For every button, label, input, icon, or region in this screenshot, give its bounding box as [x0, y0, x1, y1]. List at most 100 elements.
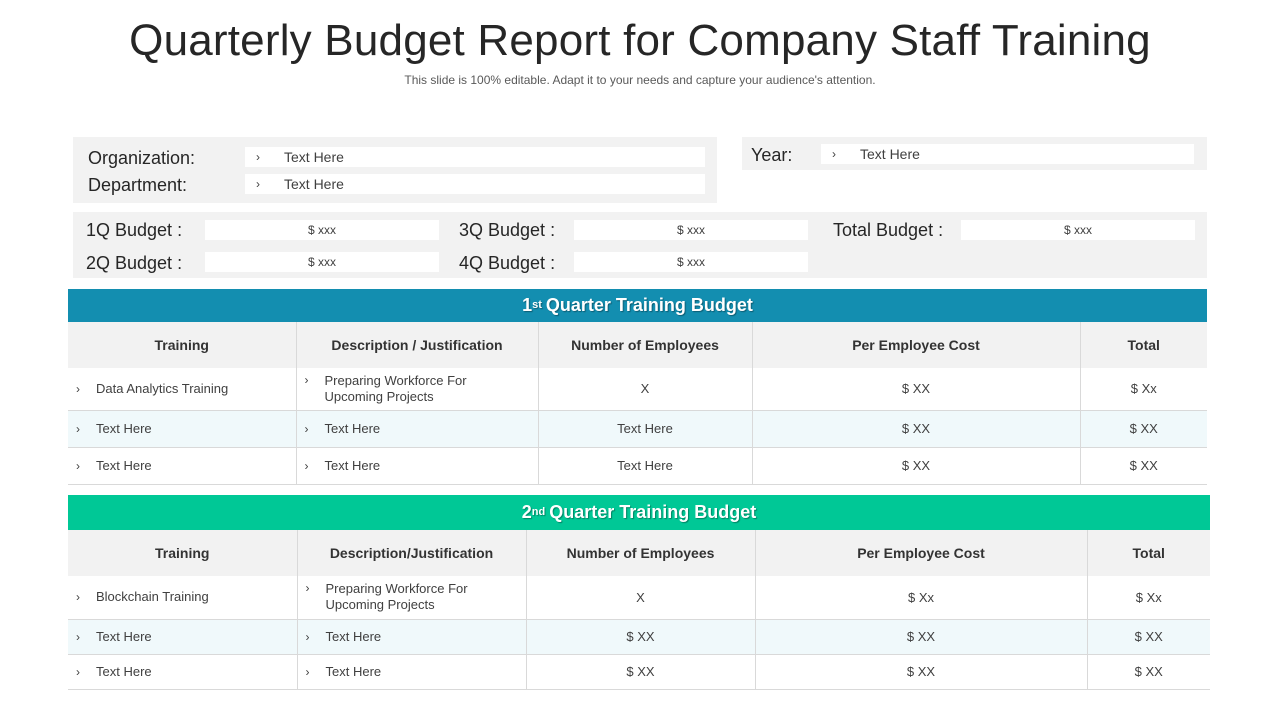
- chevron-right-icon: ›: [76, 458, 80, 473]
- table-row: › Blockchain Training › Preparing Workforc…: [68, 576, 1210, 620]
- q4-budget-field[interactable]: $ xxx: [574, 252, 808, 272]
- organization-panel: Organization: › Text Here Department: › …: [73, 137, 717, 203]
- per-employee-cost-cell[interactable]: $ XX: [752, 410, 1081, 448]
- description-value: Text Here: [325, 628, 382, 644]
- chevron-right-icon: ›: [304, 458, 309, 473]
- column-header-per-employee-cost: Per Employee Cost: [752, 322, 1081, 368]
- q1-budget-field[interactable]: $ xxx: [205, 220, 439, 240]
- total-cell[interactable]: $ XX: [1087, 654, 1210, 690]
- q1-header-text: Quarter Training Budget: [545, 295, 753, 315]
- training-value: Text Here: [96, 628, 152, 644]
- year-value: Text Here: [860, 146, 920, 162]
- table-header-row: Training Description / Justification Num…: [68, 322, 1207, 368]
- q2-header-num: 2: [521, 502, 532, 522]
- training-cell[interactable]: › Text Here: [68, 619, 298, 655]
- training-value: Text Here: [96, 663, 152, 679]
- q2-header-sup: nd: [531, 505, 546, 518]
- employees-cell[interactable]: X: [526, 576, 756, 620]
- q2-budget-field[interactable]: $ xxx: [205, 252, 439, 272]
- table-header-row: Training Description/Justification Numbe…: [68, 530, 1210, 576]
- year-field[interactable]: › Text Here: [821, 144, 1194, 164]
- department-label: Department:: [88, 175, 188, 195]
- slide-title: Quarterly Budget Report for Company Staf…: [129, 16, 1151, 65]
- q3-budget-field[interactable]: $ xxx: [574, 220, 808, 240]
- table-row: › Text Here › Text Here $ XX $ XX $ XX: [68, 654, 1210, 690]
- chevron-right-icon: ›: [305, 581, 310, 596]
- employees-cell[interactable]: X: [538, 368, 753, 411]
- training-value: Text Here: [96, 457, 152, 473]
- table-row: › Data Analytics Training › Preparing Work…: [68, 368, 1207, 411]
- department-value: Text Here: [284, 176, 344, 192]
- total-budget-label: Total Budget :: [833, 220, 944, 240]
- column-header-per-employee-cost: Per Employee Cost: [755, 530, 1088, 576]
- training-cell[interactable]: › Data Analytics Training: [68, 368, 297, 411]
- chevron-right-icon: ›: [76, 664, 80, 679]
- training-value: Data Analytics Training: [96, 380, 229, 396]
- employees-cell[interactable]: Text Here: [538, 410, 753, 448]
- description-value: Text Here: [325, 663, 382, 679]
- column-header-training: Training: [68, 530, 298, 576]
- per-employee-cost-cell[interactable]: $ XX: [755, 619, 1088, 655]
- slide-subtitle: This slide is 100% editable. Adapt it to…: [404, 73, 876, 87]
- total-cell[interactable]: $ XX: [1080, 447, 1207, 485]
- column-header-total: Total: [1087, 530, 1210, 576]
- description-value: Preparing Workforce For Upcoming Project…: [324, 372, 467, 404]
- total-cell[interactable]: $ Xx: [1080, 368, 1207, 411]
- chevron-right-icon: ›: [256, 177, 260, 191]
- chevron-right-icon: ›: [304, 421, 309, 436]
- description-cell[interactable]: › Text Here: [296, 447, 539, 485]
- total-cell[interactable]: $ Xx: [1087, 576, 1210, 620]
- organization-label: Organization:: [88, 148, 196, 168]
- department-field[interactable]: › Text Here: [245, 174, 705, 194]
- description-cell[interactable]: › Preparing Workforce For Upcoming Projec…: [296, 368, 539, 411]
- q2-header-text: Quarter Training Budget: [549, 502, 757, 522]
- table-row: › Text Here › Text Here Text Here $ XX $ X…: [68, 447, 1207, 485]
- training-value: Blockchain Training: [96, 589, 209, 605]
- organization-value: Text Here: [284, 149, 344, 165]
- description-cell[interactable]: › Text Here: [296, 410, 539, 448]
- total-cell[interactable]: $ XX: [1087, 619, 1210, 655]
- description-cell[interactable]: › Text Here: [297, 619, 527, 655]
- description-cell[interactable]: › Text Here: [297, 654, 527, 690]
- column-header-total: Total: [1080, 322, 1207, 368]
- training-cell[interactable]: › Blockchain Training: [68, 576, 298, 620]
- employees-cell[interactable]: Text Here: [538, 447, 753, 485]
- training-value: Text Here: [96, 420, 152, 436]
- column-header-training: Training: [68, 322, 297, 368]
- table-row: › Text Here › Text Here $ XX $ XX $ XX: [68, 619, 1210, 655]
- chevron-right-icon: ›: [305, 629, 310, 644]
- q2-budget-label: 2Q Budget :: [86, 253, 183, 273]
- training-cell[interactable]: › Text Here: [68, 410, 297, 448]
- employees-cell[interactable]: $ XX: [526, 619, 756, 655]
- q4-budget-label: 4Q Budget :: [459, 253, 556, 273]
- q1-header-sup: st: [532, 298, 542, 311]
- organization-field[interactable]: › Text Here: [245, 147, 705, 167]
- per-employee-cost-cell[interactable]: $ XX: [752, 447, 1081, 485]
- q1-budget-label: 1Q Budget :: [86, 220, 183, 240]
- training-cell[interactable]: › Text Here: [68, 654, 298, 690]
- total-cell[interactable]: $ XX: [1080, 410, 1207, 448]
- description-value: Preparing Workforce For Upcoming Project…: [325, 581, 468, 613]
- per-employee-cost-cell[interactable]: $ XX: [752, 368, 1081, 411]
- column-header-description: Description / Justification: [296, 322, 539, 368]
- total-budget-field[interactable]: $ xxx: [961, 220, 1195, 240]
- chevron-right-icon: ›: [304, 372, 309, 387]
- q2-budget-table: Training Description/Justification Numbe…: [68, 530, 1210, 690]
- chevron-right-icon: ›: [76, 421, 80, 436]
- per-employee-cost-cell[interactable]: $ XX: [755, 654, 1088, 690]
- column-header-employees: Number of Employees: [538, 322, 753, 368]
- chevron-right-icon: ›: [256, 150, 260, 164]
- description-cell[interactable]: › Preparing Workforce For Upcoming Projec…: [297, 576, 527, 620]
- training-cell[interactable]: › Text Here: [68, 447, 297, 485]
- chevron-right-icon: ›: [832, 147, 836, 161]
- employees-cell[interactable]: $ XX: [526, 654, 756, 690]
- year-label: Year:: [751, 145, 793, 165]
- column-header-employees: Number of Employees: [526, 530, 756, 576]
- per-employee-cost-cell[interactable]: $ Xx: [755, 576, 1088, 620]
- chevron-right-icon: ›: [76, 381, 80, 396]
- chevron-right-icon: ›: [76, 590, 80, 605]
- column-header-description: Description/Justification: [297, 530, 527, 576]
- q1-header-num: 1: [522, 295, 533, 315]
- year-panel: Year: › Text Here: [742, 137, 1207, 170]
